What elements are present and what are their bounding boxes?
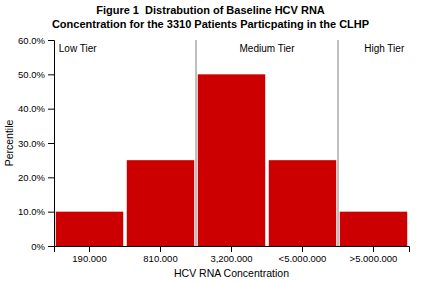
y-tick: 60.0% [18,35,54,46]
bar [56,212,123,246]
tick-mark [48,74,54,75]
y-tick: 50.0% [18,69,54,80]
x-axis-title: HCV RNA Concentration [174,267,289,279]
bar [340,212,407,246]
tick-mark [373,246,374,252]
bar [198,74,265,246]
region-label: Low Tier [59,43,97,54]
bar [127,160,194,246]
y-tick: 0% [31,241,54,252]
x-tick: 3,200.000 [210,246,252,264]
tick-label: <5.000.000 [279,253,327,264]
y-axis: 0% 10.0% 20.0% 30.0% 40.0% 50.0% 60.0% [18,35,54,252]
subtitle: Concentration for the 3310 Patients Part… [52,18,369,30]
tick-label: 20.0% [18,172,45,183]
x-tick: 190.000 [72,246,106,264]
tick-mark [48,177,54,178]
tick-label: 810.000 [143,253,177,264]
tick-label: >5.000.000 [350,253,398,264]
y-tick: 20.0% [18,172,54,183]
tick-label: 50.0% [18,69,45,80]
chart: Low Tier Medium Tier High Tier 190.000 810.0… [0,0,421,282]
tick-label: 3,200.000 [210,253,252,264]
tick-mark [48,246,54,247]
tick-mark [302,246,303,252]
x-tick: 810.000 [143,246,177,264]
y-tick: 40.0% [18,103,54,114]
tick-label: 60.0% [18,35,45,46]
bar [269,160,336,246]
tick-mark [48,143,54,144]
tick-mark [48,109,54,110]
axis-line [48,41,55,247]
x-axis: 190.000 810.000 3,200.000 <5.000.000 >5.000.… [55,246,410,264]
title: Figure 1 Distrabution of Baseline HCV RN… [96,4,325,16]
tick-mark [160,246,161,252]
tick-label: 40.0% [18,103,45,114]
tick-label: 30.0% [18,138,45,149]
x-tick: >5.000.000 [350,246,398,264]
tick-label: 10.0% [18,206,45,217]
y-tick: 10.0% [18,206,54,217]
tick-label: 190.000 [72,253,106,264]
region-label: High Tier [364,43,405,54]
region-divider [196,40,197,246]
axis-line [55,247,410,253]
x-tick: <5.000.000 [279,246,327,264]
region-label: Medium Tier [239,43,295,54]
y-axis-title: Percentile [3,120,15,167]
plot-area [56,40,407,246]
tick-mark [48,212,54,213]
tick-mark [231,246,232,252]
tick-mark [89,246,90,252]
tick-mark [48,40,54,41]
region-divider [338,40,339,246]
annotations: Low Tier Medium Tier High Tier [59,43,405,54]
tick-label: 0% [31,241,45,252]
y-tick: 30.0% [18,138,54,149]
